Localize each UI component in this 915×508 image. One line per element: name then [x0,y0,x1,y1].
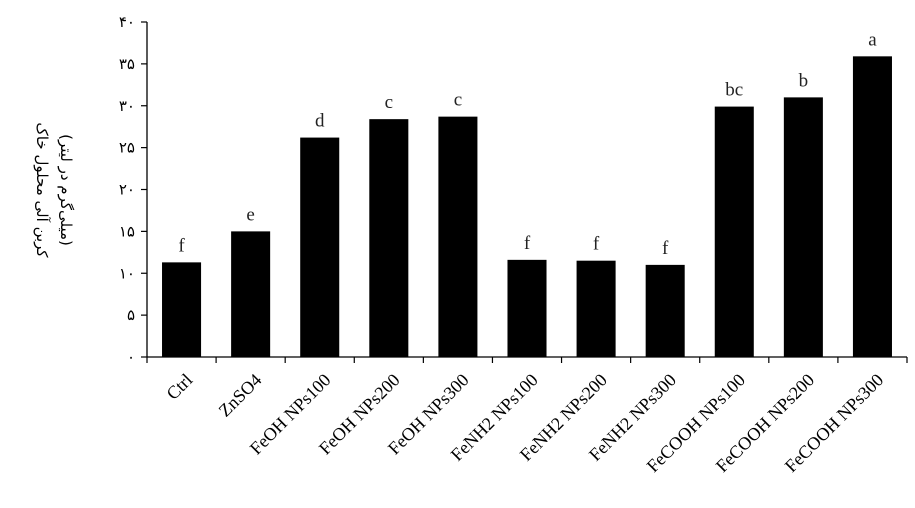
bar [231,231,271,357]
x-tick-label: ZnSO4 [215,370,266,421]
significance-letters: f e d c c f f f bc b a [178,29,877,259]
y-axis-title-line2: (میلی‌گرم در لیتر) [57,134,75,246]
x-tick-label: Ctrl [162,370,196,404]
significance-letter: bc [725,80,743,101]
y-axis-title: کربن آلی محلول خاک (میلی‌گرم در لیتر) [33,122,75,258]
bar [714,106,754,358]
y-axis-title-line1: کربن آلی محلول خاک [33,122,51,258]
significance-letter: f [593,234,600,255]
bar [438,116,478,357]
bar [300,137,340,357]
bar [783,97,823,357]
y-tick-label: ۲۵ [119,139,135,157]
bar [162,262,202,357]
y-tick-label: ۱۰ [119,264,135,282]
y-tick-label: ۵ [127,306,135,324]
y-tick-label: ۳۰ [119,97,135,115]
bar [852,56,892,358]
y-tick-label: ۱۵ [119,222,135,240]
y-tick-label: ۰ [127,348,135,366]
y-axis-ticks: ۰ ۵ ۱۰ ۱۵ ۲۰ ۲۵ ۳۰ ۳۵ ۴۰ [119,13,147,366]
significance-letter: b [799,70,809,91]
significance-letter: f [662,238,669,259]
significance-letter: c [385,92,393,113]
axes [146,22,908,363]
bar [369,119,409,358]
bar [576,260,616,357]
significance-letter: c [454,90,462,111]
significance-letter: f [524,233,531,254]
bar [645,264,685,357]
bars [162,56,892,358]
significance-letter: e [246,204,254,225]
significance-letter: f [178,235,185,256]
significance-letter: a [868,29,877,50]
y-tick-label: ۳۵ [119,55,135,73]
y-tick-label: ۴۰ [119,13,135,31]
bar [507,259,547,357]
y-tick-label: ۲۰ [119,181,135,199]
significance-letter: d [315,111,325,132]
